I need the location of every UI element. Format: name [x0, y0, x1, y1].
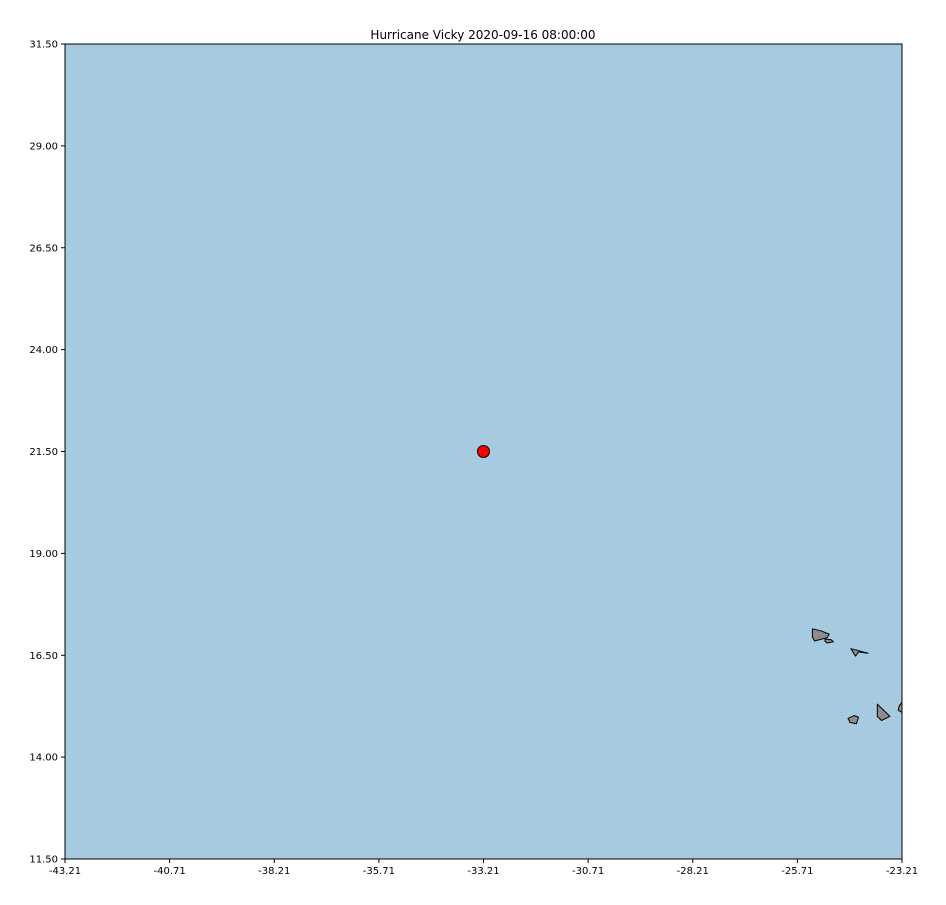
island-santo-antao: [811, 628, 830, 642]
y-tick-label: 14.00: [29, 753, 58, 764]
x-tick-label: -35.71: [363, 866, 395, 877]
y-tick-label: 31.50: [29, 40, 58, 51]
y-tick-label: 19.00: [29, 549, 58, 560]
x-tick-label: -23.21: [886, 866, 918, 877]
y-axis: 31.50 29.00 26.50 24.00 21.50 19.00 16.50 14.00…: [29, 40, 65, 866]
island-sao-vicente: [824, 638, 834, 644]
storm-position-marker: [477, 445, 490, 458]
island-santiago: [876, 703, 891, 721]
x-tick-label: -38.21: [258, 866, 290, 877]
map-title: Hurricane Vicky 2020-09-16 08:00:00: [370, 28, 595, 42]
x-tick-label: -25.71: [781, 866, 813, 877]
x-tick-label: -40.71: [154, 866, 186, 877]
land-layer: [811, 628, 903, 725]
island-fogo: [847, 715, 859, 725]
y-tick-label: 24.00: [29, 345, 58, 356]
x-tick-label: -30.71: [572, 866, 604, 877]
y-tick-label: 16.50: [29, 651, 58, 662]
x-axis: -43.21 -40.71 -38.21 -35.71 -33.21 -30.71 -28.…: [49, 859, 918, 877]
y-tick-label: 11.50: [29, 855, 58, 866]
y-tick-label: 29.00: [29, 141, 58, 152]
y-tick-label: 26.50: [29, 243, 58, 254]
y-tick-label: 21.50: [29, 447, 58, 458]
x-tick-label: -33.21: [467, 866, 499, 877]
island-sao-nicolau: [850, 648, 869, 657]
x-tick-label: -28.21: [677, 866, 709, 877]
x-tick-label: -43.21: [49, 866, 81, 877]
